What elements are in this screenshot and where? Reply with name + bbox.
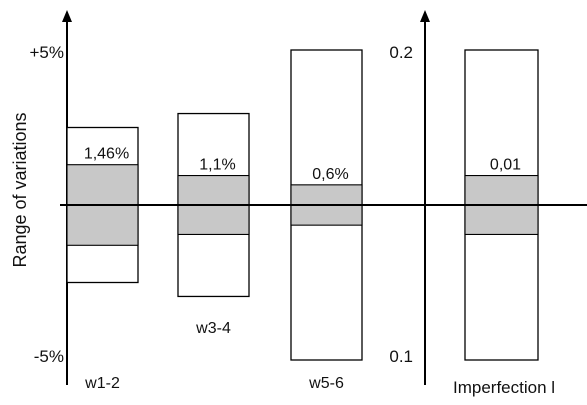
box-name-label: w1-2	[84, 375, 120, 392]
left-axis-arrow	[62, 10, 72, 22]
right-axis-arrow	[420, 10, 430, 22]
box-name-label: w3-4	[195, 320, 231, 337]
left-top-tick: +5%	[30, 43, 65, 62]
boxes-group: 1,46% w1-2 1,1% w3-4 0,6% w5-6 0,01	[67, 50, 538, 392]
left-bottom-tick: -5%	[34, 347, 64, 366]
value-label: 1,1%	[199, 157, 235, 174]
value-label: 0,01	[490, 157, 521, 174]
value-label: 1,46%	[84, 146, 129, 163]
right-bottom-tick: 0.1	[389, 347, 413, 366]
box-name-label: w5-6	[308, 375, 344, 392]
right-axis-label: Imperfection l	[453, 378, 555, 397]
value-label: 0,6%	[312, 166, 348, 183]
left-axis-label: Range of variations	[10, 112, 30, 267]
right-top-tick: 0.2	[389, 43, 413, 62]
